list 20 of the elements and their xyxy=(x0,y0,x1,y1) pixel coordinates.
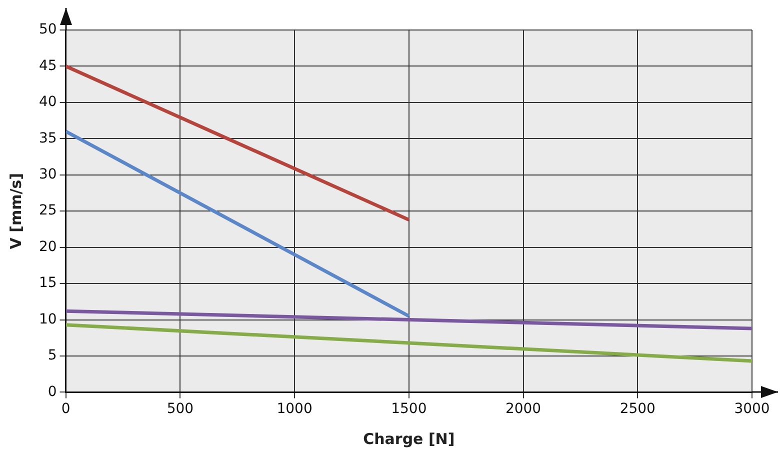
x-tick-label: 2000 xyxy=(505,401,542,418)
y-tick-label: 20 xyxy=(38,238,57,255)
x-tick-label: 2500 xyxy=(620,401,656,418)
x-tick-label: 1000 xyxy=(276,401,312,418)
y-tick-label: 30 xyxy=(38,166,57,183)
x-tick-label: 500 xyxy=(166,401,194,418)
y-tick-label: 25 xyxy=(38,202,57,219)
x-tick-label: 0 xyxy=(61,401,70,418)
y-tick-label: 0 xyxy=(48,384,57,400)
x-axis-title: Charge [N] xyxy=(363,430,455,448)
y-axis-title: V [mm/s] xyxy=(6,172,25,250)
y-tick-label: 10 xyxy=(38,311,57,328)
x-tick-label: 3000 xyxy=(734,401,770,418)
x-tick-label: 1500 xyxy=(391,401,427,418)
y-tick-label: 15 xyxy=(38,275,57,292)
y-tick-label: 45 xyxy=(38,58,57,74)
y-tick-label: 35 xyxy=(38,130,57,146)
y-tick-label: 5 xyxy=(48,348,57,364)
y-tick-label: 50 xyxy=(38,22,57,38)
y-tick-label: 40 xyxy=(38,94,57,110)
